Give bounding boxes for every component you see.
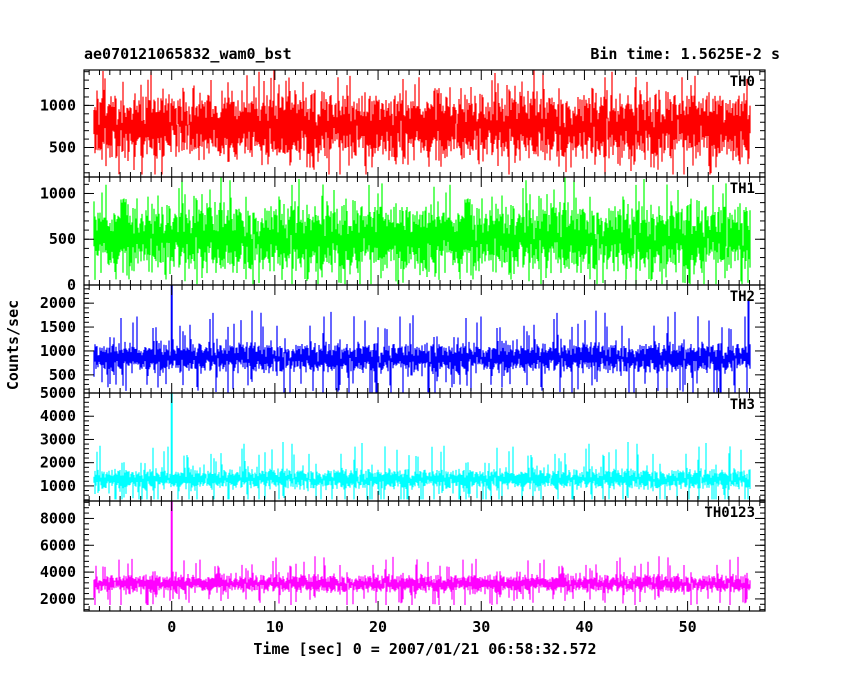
panel-th2: 500 1000 1500 2000 TH2 xyxy=(40,284,766,394)
panel-th0123: 2000 4000 6000 8000 TH0123 xyxy=(40,500,766,612)
panel-label-th0: TH0 xyxy=(730,74,755,90)
y-tick-label: 1000 xyxy=(40,342,76,360)
y-tick-label: 4000 xyxy=(40,563,76,581)
series-trace-th0123 xyxy=(93,556,751,605)
bin-time-title: Bin time: 1.5625E-2 s xyxy=(590,45,780,63)
file-name-title: ae070121065832_wam0_bst xyxy=(84,45,292,63)
panel-label-th2: TH2 xyxy=(730,289,755,305)
y-tick-label: 0 xyxy=(67,276,76,294)
x-tick-label: 0 xyxy=(167,618,176,636)
y-tick-label: 3000 xyxy=(40,430,76,448)
y-tick-label: 1500 xyxy=(40,318,76,336)
x-tick-label: 10 xyxy=(266,618,284,636)
panel-th1: 0 500 1000 TH1 xyxy=(40,176,766,294)
y-tick-label: 500 xyxy=(49,230,76,248)
series-trace-th2 xyxy=(93,310,751,393)
y-tick-label: 1000 xyxy=(40,184,76,202)
x-tick-label: 50 xyxy=(679,618,697,636)
y-tick-label: 2000 xyxy=(40,590,76,608)
y-tick-label: 2000 xyxy=(40,294,76,312)
panel-label-th1: TH1 xyxy=(730,181,755,197)
x-tick-label: 20 xyxy=(369,618,387,636)
y-tick-label: 8000 xyxy=(40,509,76,527)
y-tick-label: 4000 xyxy=(40,407,76,425)
x-tick-label: 30 xyxy=(472,618,490,636)
series-trace-th0 xyxy=(93,70,751,175)
y-tick-label: 500 xyxy=(49,139,76,157)
y-tick-label: 6000 xyxy=(40,536,76,554)
panel-th3: 1000 2000 3000 4000 5000 TH3 xyxy=(40,384,766,502)
y-tick-label: 5000 xyxy=(40,384,76,402)
x-tick-label: 40 xyxy=(575,618,593,636)
series-trace-th1 xyxy=(93,177,751,285)
panel-frame-th2 xyxy=(83,284,766,394)
y-tick-label: 500 xyxy=(49,366,76,384)
x-axis-title: Time [sec] 0 = 2007/01/21 06:58:32.572 xyxy=(253,640,596,658)
y-axis-title: Counts/sec xyxy=(4,300,22,390)
y-tick-label: 1000 xyxy=(40,477,76,495)
y-tick-label: 1000 xyxy=(40,96,76,114)
series-trace-th3 xyxy=(93,442,751,500)
panel-th0: 500 1000 TH0 xyxy=(40,69,766,178)
y-tick-label: 2000 xyxy=(40,454,76,472)
panel-label-th0123: TH0123 xyxy=(704,505,755,521)
panel-label-th3: TH3 xyxy=(730,397,755,413)
